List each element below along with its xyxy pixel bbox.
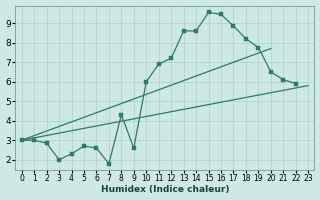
X-axis label: Humidex (Indice chaleur): Humidex (Indice chaleur) (101, 185, 229, 194)
